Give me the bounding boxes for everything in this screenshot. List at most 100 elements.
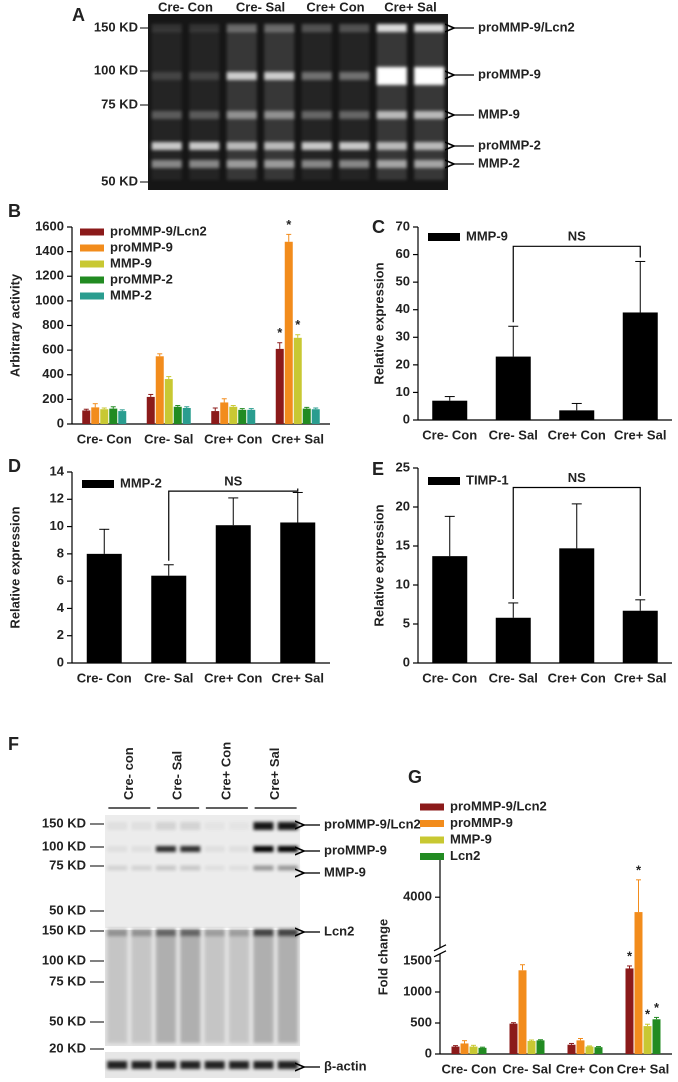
y-tick-label: 500 — [410, 1014, 432, 1029]
legend-swatch — [420, 836, 444, 844]
bar — [559, 548, 595, 663]
blot-band — [205, 822, 225, 830]
legend-label: proMMP-2 — [110, 271, 173, 286]
gel-smear — [226, 30, 257, 180]
y-tick-label: 8 — [57, 545, 64, 560]
x-tick-label: Cre+ Sal — [614, 670, 666, 685]
bar — [432, 556, 468, 663]
y-tick-label: 5 — [403, 615, 410, 630]
legend-label: proMMP-9/Lcn2 — [450, 798, 547, 813]
gel-band — [301, 24, 332, 32]
legend-label: MMP-9 — [466, 228, 508, 243]
marker-label: 50 KD — [49, 1013, 86, 1028]
band-label: proMMP-2 — [478, 137, 541, 152]
bar — [643, 1026, 652, 1054]
bar — [460, 1043, 469, 1054]
blot-band — [204, 929, 225, 936]
bar — [527, 1040, 536, 1054]
y-tick-label: 14 — [50, 463, 65, 478]
bar — [100, 409, 109, 424]
blot-band — [277, 929, 298, 936]
blot-band — [180, 846, 201, 852]
x-tick-label: Cre- Sal — [144, 670, 193, 685]
bar — [594, 1047, 603, 1054]
blot-band — [253, 929, 274, 936]
y-tick-label: 2 — [57, 627, 64, 642]
bar — [280, 522, 316, 663]
legend-swatch — [80, 260, 104, 268]
blot-band — [229, 846, 250, 852]
y-tick-label: 15 — [396, 537, 410, 552]
blot-band — [131, 846, 152, 852]
blot-band — [155, 846, 176, 852]
bar — [622, 610, 658, 663]
ns-bracket — [512, 486, 641, 599]
legend-label: proMMP-9 — [110, 239, 173, 254]
y-tick-label: 0 — [425, 1045, 432, 1060]
legend-swatch — [82, 480, 114, 488]
y-tick-label: 1600 — [35, 218, 64, 233]
blot-band — [107, 846, 128, 852]
y-tick-label: 60 — [396, 246, 410, 261]
significance-star: * — [277, 325, 283, 340]
blot-smear — [204, 935, 225, 1043]
y-tick-label: 4000 — [403, 889, 432, 904]
blot-smear — [155, 935, 176, 1043]
band-label: MMP-2 — [478, 155, 520, 170]
y-tick-label: 30 — [396, 329, 410, 344]
blot-band — [107, 929, 128, 936]
blot-band — [204, 846, 225, 852]
lane-label: Cre- Con — [158, 0, 213, 14]
y-tick-label: 40 — [396, 301, 410, 316]
legend-swatch — [420, 820, 444, 827]
y-tick-label: 0 — [403, 411, 410, 426]
x-tick-label: Cre+ Sal — [614, 427, 666, 442]
blot-band — [229, 929, 250, 936]
bar — [302, 408, 311, 424]
band-label: proMMP-9/Lcn2 — [478, 19, 575, 34]
gel-band — [264, 24, 295, 32]
ns-bracket — [512, 245, 641, 323]
y-tick-label: 800 — [42, 317, 64, 332]
bar — [311, 409, 320, 424]
band-label: proMMP-9/Lcn2 — [324, 816, 421, 831]
blot-band — [229, 865, 250, 871]
x-tick-label: Cre+ Con — [204, 670, 262, 685]
marker-label: 75 KD — [101, 96, 138, 111]
bar — [432, 400, 468, 420]
gel-smear — [339, 30, 370, 180]
blot-band — [180, 929, 201, 936]
blot-band — [131, 865, 152, 871]
bar — [86, 553, 122, 663]
legend-label: TIMP-1 — [466, 472, 509, 487]
axis-break-gap — [434, 947, 446, 954]
bar — [451, 1046, 460, 1054]
blot-smear — [180, 935, 201, 1043]
bar — [118, 411, 127, 424]
legend-label: MMP-2 — [110, 287, 152, 302]
gel-band — [189, 24, 220, 32]
bar — [211, 411, 220, 424]
lane-label: Cre- con — [121, 747, 136, 800]
blot-band — [229, 822, 249, 830]
y-tick-label: 1200 — [35, 268, 64, 283]
bar — [518, 970, 527, 1054]
bar — [559, 410, 595, 420]
bar — [220, 402, 229, 424]
gel-f-top-background — [105, 815, 300, 928]
x-tick-label: Cre+ Con — [556, 1061, 614, 1076]
x-tick-label: Cre- Sal — [502, 1061, 551, 1076]
band-label: proMMP-9 — [324, 842, 387, 857]
y-axis-label: Relative expression — [371, 504, 386, 626]
lane-label: Cre+ Sal — [384, 0, 436, 14]
y-tick-label: 0 — [57, 654, 64, 669]
blot-band — [253, 822, 274, 830]
marker-label: 150 KD — [42, 922, 86, 937]
y-tick-label: 10 — [50, 518, 64, 533]
bar — [495, 356, 531, 420]
legend-swatch — [428, 477, 460, 485]
bar — [215, 525, 251, 663]
lane-label: Cre+ Con — [218, 742, 233, 800]
blot-band — [204, 865, 225, 871]
